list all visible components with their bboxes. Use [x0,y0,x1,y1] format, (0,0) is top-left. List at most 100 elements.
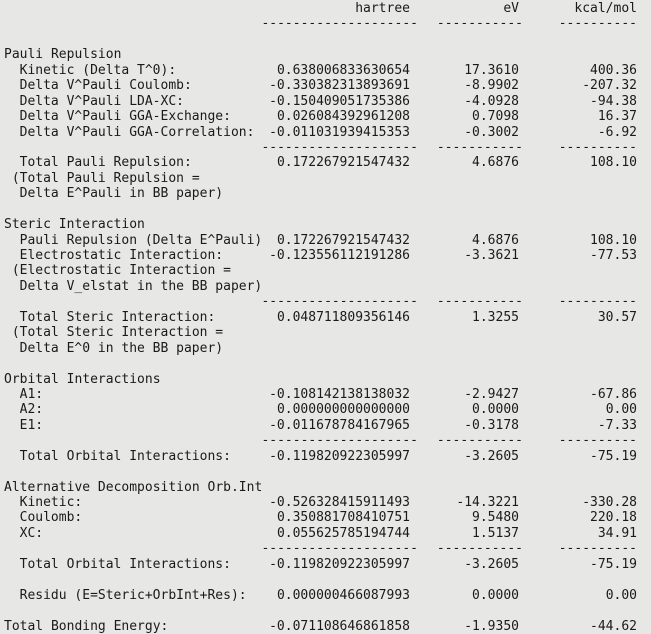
output-row: (Total Pauli Repulsion = [4,171,637,186]
row-label: (Total Pauli Repulsion = [11,170,200,186]
ev-value [418,186,523,201]
row-label [4,541,261,556]
ev-value [418,279,523,294]
ev-value: -14.3221 [456,495,519,510]
output-row: Delta E^Pauli in BB paper) [4,186,637,201]
hartree-value [261,480,418,495]
hartree-value [261,572,418,587]
hartree-value [261,325,418,340]
kcal-value: 220.18 [590,510,637,526]
ev-value [418,341,523,356]
output-row [4,464,637,479]
ev-value: -8.9902 [464,78,519,94]
row-label [4,572,261,587]
hartree-value: -0.119820922305997 [269,448,410,464]
output-row: Orbital Interactions [4,372,637,387]
row-label [4,1,261,16]
row-label: Pauli Repulsion [4,47,122,63]
kcal-value: -77.53 [590,248,637,263]
hartree-value [261,372,418,387]
hartree-value: -0.011678784167965 [269,417,410,433]
row-label: XC: [19,525,44,541]
output-row: Total Pauli Repulsion: 0.172267921547432… [4,155,637,170]
output-row: -------------------- ----------- -------… [4,541,637,556]
kcal-value [523,356,637,371]
row-label: Delta V_elstat in the BB paper) [19,278,261,294]
row-label: Total Steric Interaction: [19,309,216,325]
kcal-value [523,480,637,495]
kcal-value: -94.38 [590,93,637,109]
ev-value [418,202,523,217]
hartree-value: -0.011031939415353 [269,124,410,140]
row-label: Total Bonding Energy: [4,618,169,634]
ev-value: 4.6876 [472,155,519,171]
output-row: Kinetic (Delta T^0): 0.638006833630654 1… [4,63,637,78]
hartree-value: 0.000000466087993 [276,587,410,603]
hartree-value: 0.055625785194744 [276,525,410,541]
kcal-value [523,171,637,186]
hartree-value: -0.123556112191286 [269,248,410,263]
output-row: -------------------- ----------- -------… [4,140,637,155]
hartree-value: -0.150409051735386 [269,93,410,109]
output-row [4,572,637,587]
ev-value [418,572,523,587]
hartree-value [261,263,418,278]
ev-value [418,32,523,47]
output-row [4,202,637,217]
output-row: A1: -0.108142138138032 -2.9427 -67.86 [4,387,637,402]
hartree-value: -0.330382313893691 [269,78,410,94]
row-label [4,16,261,31]
ev-value [418,603,523,618]
output-row [4,603,637,618]
output-row: Total Steric Interaction: 0.048711809356… [4,310,637,325]
kcal-value [523,464,637,479]
kcal-value [523,217,637,232]
output-row: Steric Interaction [4,217,637,232]
output-row: Delta E^0 in the BB paper) [4,341,637,356]
output-row: Delta V^Pauli GGA-Exchange: 0.0260843929… [4,109,637,124]
output-row: Delta V_elstat in the BB paper) [4,279,637,294]
separator-dashes: -------------------- [261,294,418,310]
output-row [4,356,637,371]
output-row: Delta V^Pauli LDA-XC: -0.150409051735386… [4,94,637,109]
kcal-value: -207.32 [582,78,637,94]
ev-value [418,464,523,479]
ev-value: 17.3610 [464,62,519,78]
ev-value: -2.9427 [464,386,519,402]
row-label [4,294,261,309]
separator-dashes: ----------- [436,541,523,557]
kcal-value: -44.62 [590,618,637,634]
hartree-value [261,217,418,232]
hartree-value: 0.350881708410751 [276,510,410,526]
row-label [4,202,261,217]
row-label: Delta V^Pauli LDA-XC: [19,93,184,109]
ev-value: -1.9350 [464,618,519,634]
row-label: Steric Interaction [4,217,145,233]
hartree-value: 0.026084392961208 [276,109,410,125]
row-label: Alternative Decomposition Orb.Int. [4,479,261,495]
ev-value: 1.5137 [472,525,519,541]
kcal-value [523,603,637,618]
output-row: Residu (E=Steric+OrbInt+Res): 0.00000046… [4,588,637,603]
separator-dashes: -------------------- [261,139,418,155]
kcal-value: -75.19 [590,448,637,464]
row-label: Delta E^0 in the BB paper) [19,340,224,356]
ev-value: -3.3621 [464,248,519,263]
row-label: Total Pauli Repulsion: [19,155,192,171]
ev-value: -4.0928 [464,93,519,109]
row-label [4,356,261,371]
separator-dashes: ---------- [558,16,637,32]
kcal-value [523,572,637,587]
separator-dashes: ---------- [558,541,637,557]
row-label: Pauli Repulsion (Delta E^Pauli): [19,232,261,248]
kcal-value [523,202,637,217]
row-label: (Total Steric Interaction = [11,325,224,341]
output-row: Electrostatic Interaction: -0.1235561121… [4,248,637,263]
hartree-value [261,341,418,356]
ev-value: -3.2605 [464,556,519,572]
hartree-value: -0.071108646861858 [269,618,410,634]
kcal-value [523,325,637,340]
output-row: Pauli Repulsion [4,47,637,62]
ev-value [418,356,523,371]
row-label: Delta E^Pauli in BB paper) [19,186,224,202]
